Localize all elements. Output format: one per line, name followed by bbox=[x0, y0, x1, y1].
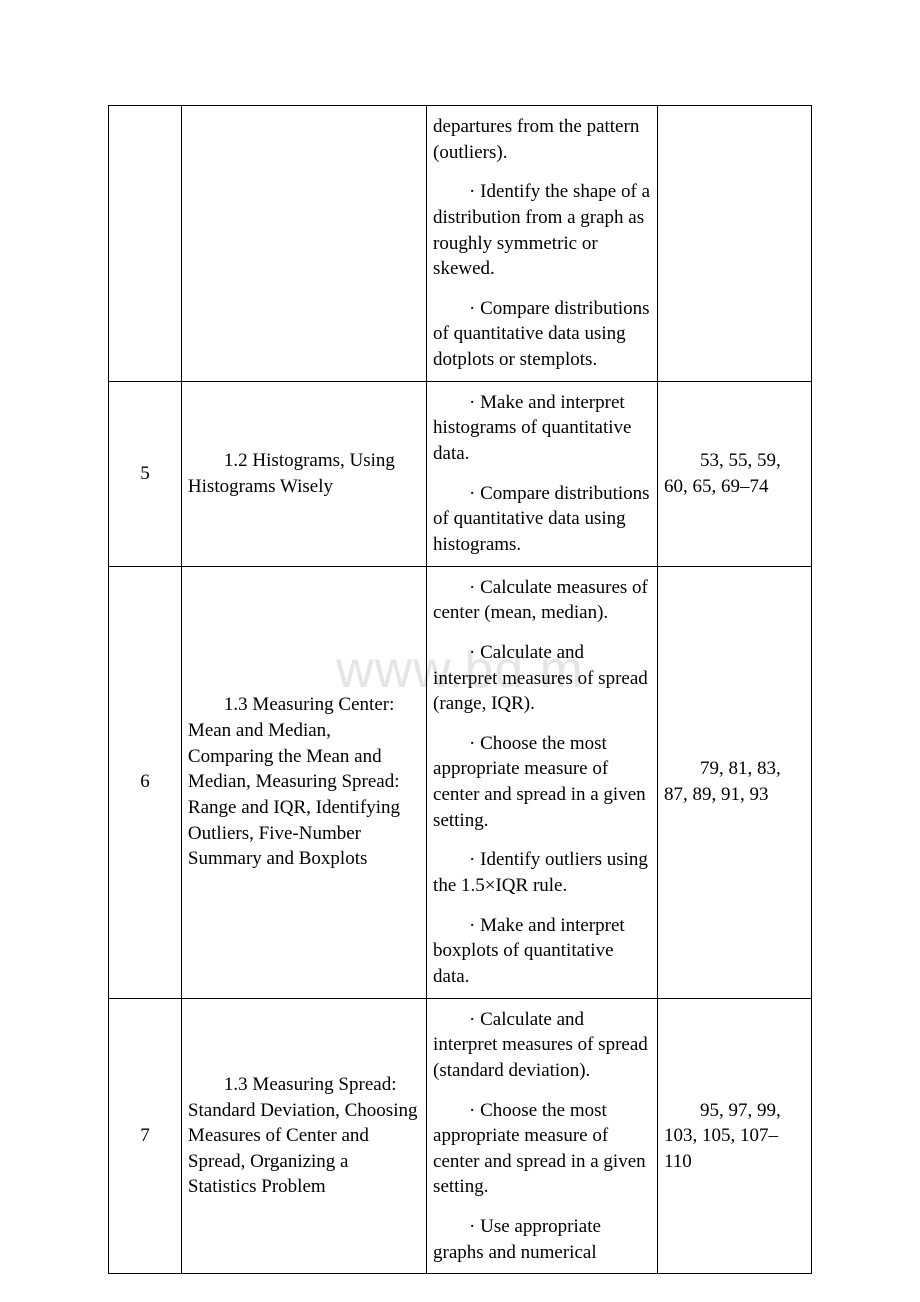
objectives-list: departures from the pattern (outliers). … bbox=[433, 114, 651, 373]
objectives-list: · Make and interpret histograms of quant… bbox=[433, 390, 651, 558]
objective-item: · Use appropriate graphs and numerical bbox=[433, 1214, 651, 1265]
objective-item: · Make and interpret histograms of quant… bbox=[433, 390, 651, 467]
homework-text: 95, 97, 99, 103, 105, 107–110 bbox=[664, 1098, 805, 1175]
topic-text: 1.3 Measuring Spread: Standard Deviation… bbox=[188, 1072, 420, 1200]
cell-homework: 79, 81, 83, 87, 89, 91, 93 bbox=[658, 566, 812, 998]
homework-text: 79, 81, 83, 87, 89, 91, 93 bbox=[664, 756, 805, 807]
cell-homework: 95, 97, 99, 103, 105, 107–110 bbox=[658, 998, 812, 1274]
cell-objectives: · Make and interpret histograms of quant… bbox=[427, 381, 658, 566]
table-row: departures from the pattern (outliers). … bbox=[109, 106, 812, 382]
objective-item: · Calculate measures of center (mean, me… bbox=[433, 575, 651, 626]
objective-item: · Make and interpret boxplots of quantit… bbox=[433, 913, 651, 990]
syllabus-table: departures from the pattern (outliers). … bbox=[108, 105, 812, 1274]
cell-topic: 1.2 Histograms, Using Histograms Wisely bbox=[181, 381, 426, 566]
cell-topic: 1.3 Measuring Center: Mean and Median, C… bbox=[181, 566, 426, 998]
objective-item: · Identify the shape of a distribution f… bbox=[433, 179, 651, 282]
objectives-list: · Calculate measures of center (mean, me… bbox=[433, 575, 651, 990]
objective-item: · Calculate and interpret measures of sp… bbox=[433, 640, 651, 717]
table-body: departures from the pattern (outliers). … bbox=[109, 106, 812, 1274]
cell-objectives: departures from the pattern (outliers). … bbox=[427, 106, 658, 382]
objective-item: · Identify outliers using the 1.5×IQR ru… bbox=[433, 847, 651, 898]
cell-homework: 53, 55, 59, 60, 65, 69–74 bbox=[658, 381, 812, 566]
cell-topic bbox=[181, 106, 426, 382]
objectives-list: · Calculate and interpret measures of sp… bbox=[433, 1007, 651, 1266]
homework-text: 53, 55, 59, 60, 65, 69–74 bbox=[664, 448, 805, 499]
table-row: 6 1.3 Measuring Center: Mean and Median,… bbox=[109, 566, 812, 998]
objective-item: · Compare distributions of quantitative … bbox=[433, 296, 651, 373]
table-row: 7 1.3 Measuring Spread: Standard Deviati… bbox=[109, 998, 812, 1274]
topic-text: 1.3 Measuring Center: Mean and Median, C… bbox=[188, 692, 420, 871]
cell-topic: 1.3 Measuring Spread: Standard Deviation… bbox=[181, 998, 426, 1274]
cell-num: 6 bbox=[109, 566, 182, 998]
cell-homework bbox=[658, 106, 812, 382]
cell-objectives: · Calculate measures of center (mean, me… bbox=[427, 566, 658, 998]
cell-num: 5 bbox=[109, 381, 182, 566]
cell-objectives: · Calculate and interpret measures of sp… bbox=[427, 998, 658, 1274]
cell-num bbox=[109, 106, 182, 382]
objective-item: · Choose the most appropriate measure of… bbox=[433, 731, 651, 834]
objective-item: · Choose the most appropriate measure of… bbox=[433, 1098, 651, 1201]
objective-item: · Calculate and interpret measures of sp… bbox=[433, 1007, 651, 1084]
cell-num: 7 bbox=[109, 998, 182, 1274]
objective-item: departures from the pattern (outliers). bbox=[433, 114, 651, 165]
page-content: departures from the pattern (outliers). … bbox=[0, 0, 920, 1274]
objective-item: · Compare distributions of quantitative … bbox=[433, 481, 651, 558]
topic-text: 1.2 Histograms, Using Histograms Wisely bbox=[188, 448, 420, 499]
table-row: 5 1.2 Histograms, Using Histograms Wisel… bbox=[109, 381, 812, 566]
